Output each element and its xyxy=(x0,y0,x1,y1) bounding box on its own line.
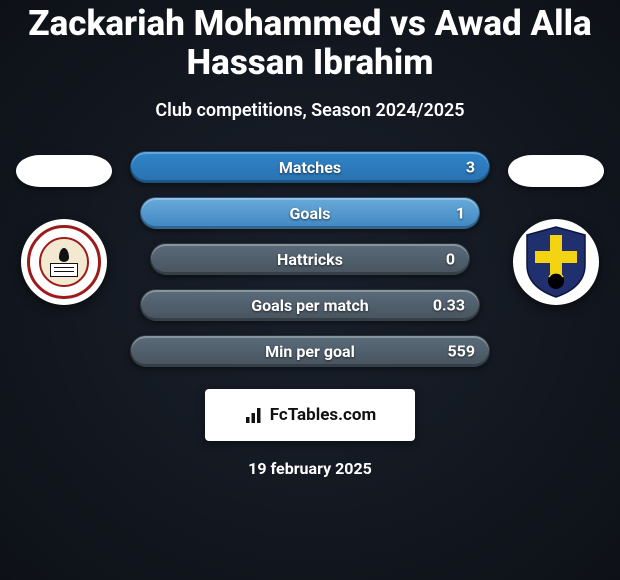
flag-right xyxy=(508,155,604,187)
shield-icon xyxy=(523,225,589,299)
stat-label: Goals xyxy=(290,204,331,223)
date-text: 19 february 2025 xyxy=(248,459,372,478)
bar-chart-icon xyxy=(244,405,264,425)
stat-value-right: 1 xyxy=(456,204,465,223)
stat-value-right: 559 xyxy=(447,342,475,361)
page-title: Zackariah Mohammed vs Awad Alla Hassan I… xyxy=(8,4,612,82)
comparison-row: Matches 3 Goals 1 Hattricks 0 Goals per match 0… xyxy=(8,151,612,367)
stat-pill-matches: Matches 3 xyxy=(130,151,490,183)
stat-pill-min-per-goal: Min per goal 559 xyxy=(130,335,490,367)
stat-label: Matches xyxy=(279,158,341,177)
flame-icon xyxy=(59,248,69,262)
book-icon xyxy=(50,263,78,277)
club-badge-left xyxy=(21,219,107,305)
flag-left xyxy=(16,155,112,187)
stat-value-right: 0.33 xyxy=(433,296,465,315)
stats-column: Matches 3 Goals 1 Hattricks 0 Goals per match 0… xyxy=(130,151,490,367)
stat-pill-hattricks: Hattricks 0 xyxy=(150,243,470,275)
stat-label: Hattricks xyxy=(277,250,343,269)
stat-pill-goals-per-match: Goals per match 0.33 xyxy=(140,289,480,321)
club-badge-right xyxy=(513,219,599,305)
stat-label: Min per goal xyxy=(265,342,355,361)
subtitle: Club competitions, Season 2024/2025 xyxy=(155,100,464,121)
logo-text: FcTables.com xyxy=(270,405,376,425)
player-left-column xyxy=(16,151,112,305)
stat-value-right: 0 xyxy=(446,250,455,269)
stat-label: Goals per match xyxy=(251,296,369,315)
player-right-column xyxy=(508,151,604,305)
site-logo: FcTables.com xyxy=(205,389,415,441)
stat-pill-goals: Goals 1 xyxy=(140,197,480,229)
stat-value-right: 3 xyxy=(466,158,475,177)
